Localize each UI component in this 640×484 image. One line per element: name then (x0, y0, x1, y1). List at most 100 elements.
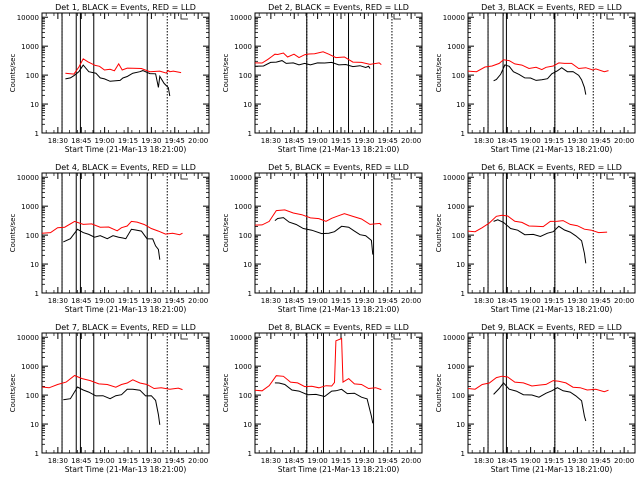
y-axis-label: Counts/sec (435, 374, 443, 413)
lld-series-line (467, 214, 608, 234)
y-tick-label: 1000 (447, 203, 465, 211)
y-tick-label: 1000 (21, 363, 39, 371)
y-tick-label: 1 (35, 450, 39, 458)
x-tick-label: 19:00 (95, 297, 115, 305)
y-tick-label: 1000 (21, 43, 39, 51)
x-axis-label: Start Time (21-Mar-13 18:21:00) (65, 305, 187, 314)
x-tick-label: 19:30 (567, 137, 587, 145)
x-tick-label: 18:30 (48, 297, 68, 305)
x-axis-label: Start Time (21-Mar-13 18:21:00) (278, 465, 400, 474)
y-tick-label: 10 (30, 421, 39, 429)
y-tick-label: 100 (26, 232, 39, 240)
y-tick-label: 10000 (230, 14, 252, 22)
x-tick-label: 19:15 (331, 457, 351, 465)
chart-panel-3: Det 3, BLACK = Events, RED = LLD 1 10 100 10… (435, 3, 636, 154)
x-tick-label: 18:45 (497, 297, 517, 305)
x-tick-label: 19:15 (544, 457, 564, 465)
lld-series-line (41, 220, 183, 236)
x-tick-label: 20:00 (401, 297, 421, 305)
x-tick-label: 20:00 (614, 457, 634, 465)
x-tick-label: 18:45 (71, 137, 91, 145)
plot-frame (254, 12, 423, 134)
corner-mark (393, 174, 401, 180)
x-tick-label: 18:30 (48, 137, 68, 145)
x-axis-label: Start Time (21-Mar-13 18:21:00) (491, 305, 613, 314)
chart-panel-1: Det 1, BLACK = Events, RED = LLD 1 10 100 10… (9, 3, 210, 154)
y-tick-label: 1 (35, 290, 39, 298)
y-tick-label: 1 (248, 450, 252, 458)
y-tick-label: 10000 (230, 174, 252, 182)
x-tick-label: 19:45 (378, 457, 398, 465)
x-tick-label: 19:00 (308, 297, 328, 305)
y-tick-label: 1000 (234, 43, 252, 51)
events-series-line (493, 64, 587, 95)
x-tick-label: 19:30 (567, 297, 587, 305)
corner-mark (180, 174, 188, 180)
corner-mark (180, 14, 188, 20)
x-tick-label: 19:15 (544, 137, 564, 145)
lld-series-line (254, 51, 382, 65)
events-series-line (65, 64, 171, 97)
x-axis-label: Start Time (21-Mar-13 18:21:00) (491, 465, 613, 474)
x-tick-label: 19:30 (141, 457, 161, 465)
y-tick-label: 10 (30, 101, 39, 109)
y-tick-label: 1 (248, 290, 252, 298)
lld-series-line (41, 374, 183, 391)
x-tick-label: 19:30 (567, 457, 587, 465)
chart-panel-2: Det 2, BLACK = Events, RED = LLD 1 10 100 10… (222, 3, 423, 154)
y-tick-label: 1 (35, 130, 39, 138)
y-tick-label: 100 (452, 392, 465, 400)
y-tick-label: 1000 (447, 43, 465, 51)
x-tick-label: 19:30 (354, 457, 374, 465)
events-series-line (493, 382, 587, 422)
x-tick-label: 19:45 (591, 457, 611, 465)
x-tick-label: 19:00 (95, 137, 115, 145)
x-axis-label: Start Time (21-Mar-13 18:21:00) (278, 145, 400, 154)
y-tick-label: 1 (461, 130, 465, 138)
y-tick-label: 10 (243, 101, 252, 109)
y-tick-label: 10 (30, 261, 39, 269)
x-tick-label: 18:45 (284, 457, 304, 465)
corner-mark (606, 334, 614, 340)
y-tick-label: 100 (452, 232, 465, 240)
corner-mark (606, 174, 614, 180)
x-tick-label: 20:00 (188, 297, 208, 305)
y-tick-label: 100 (26, 72, 39, 80)
y-axis-label: Counts/sec (435, 54, 443, 93)
plot-frame (41, 172, 210, 294)
events-series-line (254, 60, 371, 69)
corner-mark (393, 14, 401, 20)
x-tick-label: 20:00 (614, 137, 634, 145)
y-tick-label: 10 (456, 421, 465, 429)
lld-series-line (254, 337, 382, 392)
x-tick-label: 19:15 (118, 457, 138, 465)
chart-panel-8: Det 8, BLACK = Events, RED = LLD 1 10 100 10… (222, 323, 423, 474)
x-tick-label: 19:45 (165, 457, 185, 465)
x-axis-label: Start Time (21-Mar-13 18:21:00) (65, 145, 187, 154)
x-tick-label: 19:00 (308, 137, 328, 145)
chart-title: Det 9, BLACK = Events, RED = LLD (481, 323, 622, 332)
events-series-line (63, 228, 161, 260)
y-tick-label: 1 (248, 130, 252, 138)
x-tick-label: 19:45 (165, 137, 185, 145)
x-tick-label: 19:30 (141, 297, 161, 305)
y-tick-label: 10000 (17, 174, 39, 182)
y-tick-label: 10 (243, 421, 252, 429)
plot-frame (467, 172, 636, 294)
x-tick-label: 19:30 (354, 137, 374, 145)
x-tick-label: 19:00 (95, 457, 115, 465)
x-tick-label: 19:45 (378, 297, 398, 305)
events-series-line (493, 219, 587, 264)
y-tick-label: 10000 (443, 14, 465, 22)
x-tick-label: 19:45 (165, 297, 185, 305)
plot-frame (41, 332, 210, 454)
y-tick-label: 10000 (230, 334, 252, 342)
y-tick-label: 10000 (17, 334, 39, 342)
y-tick-label: 100 (239, 392, 252, 400)
x-tick-label: 20:00 (614, 297, 634, 305)
y-tick-label: 10 (243, 261, 252, 269)
x-tick-label: 19:15 (118, 297, 138, 305)
x-tick-label: 18:30 (48, 457, 68, 465)
